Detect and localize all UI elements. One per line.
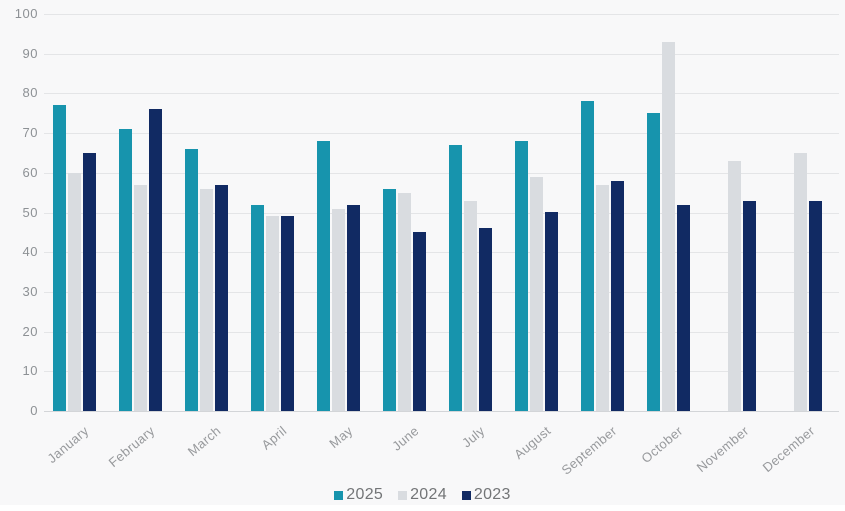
bar-2024-october[interactable] <box>662 42 675 411</box>
bar-2025-september[interactable] <box>581 101 594 411</box>
gridline <box>44 93 839 94</box>
gridline <box>44 371 839 372</box>
bar-2024-august[interactable] <box>530 177 543 411</box>
bar-2023-april[interactable] <box>281 216 294 411</box>
gridline <box>44 252 839 253</box>
bar-2025-may[interactable] <box>317 141 330 411</box>
gridline <box>44 332 839 333</box>
bar-2025-october[interactable] <box>647 113 660 411</box>
bar-2024-november[interactable] <box>728 161 741 411</box>
y-axis-label: 0 <box>30 403 38 418</box>
legend: 2025 2024 2023 <box>0 486 845 504</box>
y-axis-label: 100 <box>14 6 38 21</box>
bar-2023-november[interactable] <box>743 201 756 411</box>
bar-2023-june[interactable] <box>413 232 426 411</box>
gridline <box>44 54 839 55</box>
gridline <box>44 292 839 293</box>
legend-item-label: 2024 <box>410 486 447 503</box>
bar-2025-april[interactable] <box>251 205 264 411</box>
bar-2025-march[interactable] <box>185 149 198 411</box>
y-axis-label: 10 <box>22 363 38 378</box>
legend-item-2024[interactable]: 2024 <box>398 486 447 504</box>
bar-2025-august[interactable] <box>515 141 528 411</box>
y-axis-label: 50 <box>22 205 38 220</box>
bar-2023-september[interactable] <box>611 181 624 411</box>
bar-2025-february[interactable] <box>119 129 132 411</box>
legend-item-label: 2023 <box>473 486 511 503</box>
bar-2024-september[interactable] <box>596 185 609 411</box>
y-axis-label: 70 <box>22 125 38 140</box>
bar-2025-july[interactable] <box>449 145 462 411</box>
bar-2024-january[interactable] <box>68 173 81 411</box>
legend-swatch-icon <box>334 491 344 500</box>
bar-2024-december[interactable] <box>794 153 807 411</box>
bar-2024-june[interactable] <box>398 193 411 411</box>
gridline <box>44 14 839 15</box>
bar-2023-may[interactable] <box>347 205 360 411</box>
bar-2023-february[interactable] <box>149 109 162 411</box>
legend-swatch-icon <box>398 491 408 500</box>
y-axis-label: 80 <box>22 85 38 100</box>
gridline <box>44 173 839 174</box>
y-axis-label: 60 <box>22 165 38 180</box>
bar-2023-october[interactable] <box>677 205 690 411</box>
y-axis-label: 90 <box>22 46 38 61</box>
bar-2023-july[interactable] <box>479 228 492 411</box>
bar-2024-april[interactable] <box>266 216 279 411</box>
y-axis-label: 20 <box>22 324 38 339</box>
x-axis-line <box>44 411 839 412</box>
gridline <box>44 213 839 214</box>
bar-2024-may[interactable] <box>332 209 345 411</box>
bar-2023-january[interactable] <box>83 153 96 411</box>
bar-2023-august[interactable] <box>545 212 558 411</box>
legend-item-2025[interactable]: 2025 <box>334 486 383 504</box>
legend-item-label: 2025 <box>346 486 384 503</box>
y-axis-label: 40 <box>22 244 38 259</box>
bar-2025-june[interactable] <box>383 189 396 411</box>
bar-2024-march[interactable] <box>200 189 213 411</box>
bar-2024-july[interactable] <box>464 201 477 411</box>
bar-2024-february[interactable] <box>134 185 147 411</box>
y-axis-label: 30 <box>22 284 38 299</box>
bar-2023-march[interactable] <box>215 185 228 411</box>
gridline <box>44 133 839 134</box>
bar-2023-december[interactable] <box>809 201 822 411</box>
legend-swatch-icon <box>461 491 471 500</box>
bar-2025-january[interactable] <box>53 105 66 411</box>
legend-item-2023[interactable]: 2023 <box>461 486 511 504</box>
